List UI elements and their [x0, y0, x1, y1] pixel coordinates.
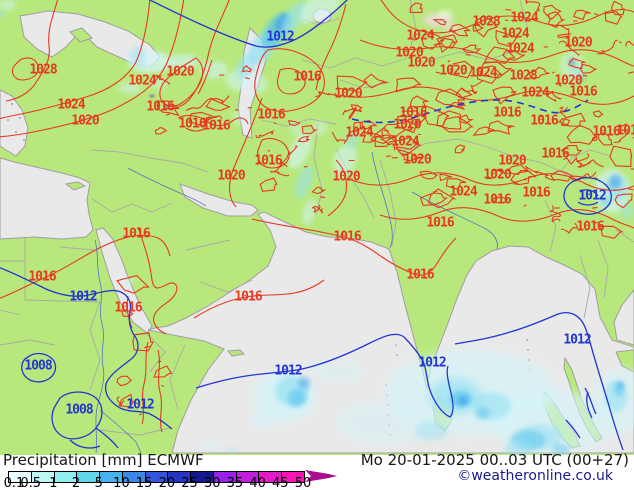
persian-gulf: [179, 183, 259, 217]
nile-river: [94, 239, 105, 454]
scale-overflow-arrow: [305, 470, 337, 482]
scale-segment: [168, 472, 192, 482]
gulf-of-thailand: [613, 289, 634, 346]
scale-value: 2: [71, 476, 81, 490]
copyright-link[interactable]: ©weatheronline.co.uk: [457, 468, 613, 484]
scale-value: 1: [49, 476, 58, 490]
scale-value: 30: [203, 476, 221, 490]
scale-segment: [145, 472, 169, 482]
precipitation-areas: [0, 0, 634, 455]
scale-segment: [259, 472, 283, 482]
scale-segment: [9, 472, 32, 482]
scale-value: 50: [294, 476, 312, 490]
crimea: [69, 27, 93, 43]
rivers: [94, 151, 498, 454]
scale-value: 5: [94, 476, 103, 490]
scale-segment: [122, 472, 146, 482]
ganges-river: [411, 191, 498, 250]
scale-segment: [54, 472, 78, 482]
scale-segment: [236, 472, 260, 482]
indochina-corner: [615, 349, 634, 373]
scale-value: 35: [226, 476, 244, 490]
aegean-sea: [0, 89, 29, 157]
map-canvas: [0, 0, 634, 455]
isobars-low: [0, 0, 624, 451]
scale-value: 45: [272, 476, 289, 490]
scale-value: 0.5: [20, 476, 42, 490]
scale-segment: [213, 472, 237, 482]
forecast-datetime: Mo 20-01-2025 00..03 UTC (00+27): [360, 451, 629, 469]
scale-value: 40: [249, 476, 266, 490]
cyprus: [64, 181, 87, 191]
scale-value: 0.1: [3, 476, 25, 490]
scale-segment: [77, 472, 101, 482]
scale-segment: [100, 472, 123, 482]
mediterranean-sea: [0, 157, 94, 240]
socotra: [227, 349, 246, 357]
legend-title: Precipitation [mm] ECMWF: [3, 451, 204, 469]
scale-segment: [31, 472, 55, 482]
scale-value: 20: [158, 476, 176, 490]
euphrates-river: [127, 167, 207, 207]
scale-value: 15: [135, 476, 153, 490]
scale-segment: [191, 472, 214, 482]
scale-value: 25: [181, 476, 198, 490]
scale-value: 10: [113, 476, 130, 490]
isobar-scribbles: [116, 0, 634, 416]
forecast-map[interactable]: 1028 1024 1020 1024 1020 1016 1016 1016 1016 1016…: [0, 0, 634, 455]
scale-segment: [282, 472, 304, 482]
precip-color-scale: [8, 471, 305, 483]
indus-river: [371, 151, 393, 249]
